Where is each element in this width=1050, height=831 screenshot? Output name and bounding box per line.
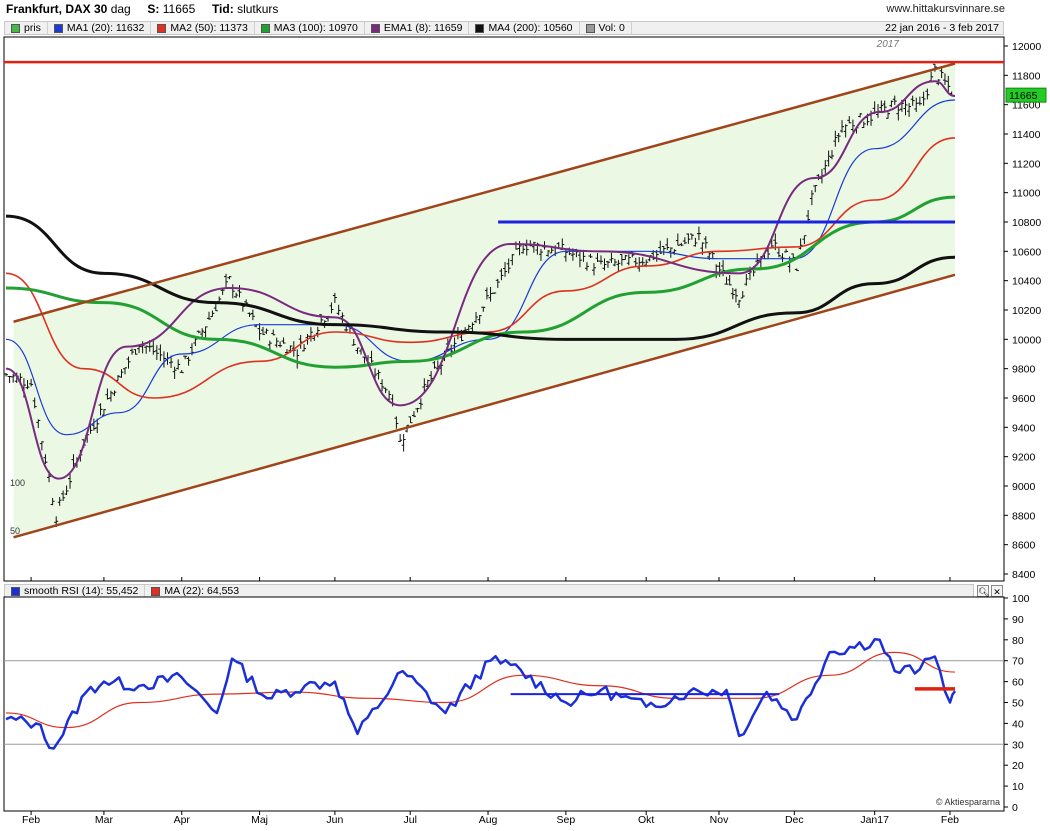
- price-tick-label: 11000: [1012, 188, 1041, 200]
- legend-label: MA1 (20): 11632: [66, 22, 145, 34]
- period-label: dag: [110, 2, 131, 16]
- x-tick-label: Feb: [22, 814, 40, 826]
- close-icon[interactable]: ✕: [991, 585, 1003, 597]
- legend-swatch: [370, 23, 380, 33]
- rsi-pane: [3, 596, 1005, 812]
- rsi-legend-item: smooth RSI (14): 55,452: [5, 585, 146, 597]
- rsi-tick-label: 50: [1012, 698, 1024, 710]
- price-tick-label: 8800: [1012, 510, 1036, 522]
- rsi-tick-label: 40: [1012, 718, 1024, 730]
- date-range: 22 jan 2016 - 3 feb 2017: [885, 22, 999, 34]
- x-tick-label: Nov: [710, 814, 729, 826]
- rsi-tick-label: 60: [1012, 677, 1024, 689]
- time-label: Tid:: [211, 2, 234, 16]
- price-legend-item: MA1 (20): 11632: [48, 22, 152, 34]
- legend-swatch: [157, 23, 167, 33]
- site-url[interactable]: www.hittakursvinnare.se: [886, 3, 1005, 15]
- ma100-line: [5, 195, 956, 369]
- year-marker: 2017: [876, 39, 900, 50]
- price-tick-label: 11200: [1012, 158, 1041, 170]
- rsi-tick-label: 10: [1012, 781, 1024, 793]
- price-legend-item: MA3 (100): 10970: [255, 22, 365, 34]
- ma50-line: [5, 137, 956, 399]
- lower-trend-line: [13, 273, 956, 539]
- rsi-tick-label: 70: [1012, 656, 1024, 668]
- x-tick-label: Apr: [174, 814, 191, 826]
- legend-label: pris: [24, 22, 41, 34]
- price-tick-label: 10800: [1012, 217, 1041, 229]
- rsi-tick-label: 0: [1012, 802, 1018, 814]
- rsi-legend-item: MA (22): 64,553: [145, 585, 245, 597]
- last-price-tag-label: 11665: [1009, 90, 1038, 102]
- price-tick-label: 9800: [1012, 364, 1036, 376]
- trend-channel-fill: [13, 63, 956, 538]
- rsi-tick-label: 30: [1012, 739, 1024, 751]
- chart-header: Frankfurt, DAX 30 dag S: 11665 Tid: slut…: [6, 2, 278, 16]
- volume-tick-label: 100: [10, 478, 25, 488]
- x-tick-label: Dec: [785, 814, 804, 826]
- volume-tick-label: 50: [10, 526, 20, 536]
- last-price-tag: [1005, 87, 1047, 103]
- x-tick-label: Mar: [95, 814, 114, 826]
- price-tick-label: 11600: [1012, 100, 1041, 112]
- last-price-label: S:: [147, 2, 160, 16]
- price-legend-item: pris: [5, 22, 48, 34]
- x-tick-label: Jan17: [860, 814, 889, 826]
- price-legend-item: EMA1 (8): 11659: [365, 22, 470, 34]
- legend-label: Vol: 0: [598, 22, 625, 34]
- price-legend-item: MA4 (200): 10560: [469, 22, 580, 34]
- x-tick-label: Sep: [557, 814, 576, 826]
- rsi-tick-label: 90: [1012, 614, 1024, 626]
- price-tick-label: 9000: [1012, 481, 1036, 493]
- x-tick-label: Jul: [403, 814, 416, 826]
- legend-swatch: [53, 23, 63, 33]
- ema8-line: [5, 80, 956, 480]
- legend-swatch: [585, 23, 595, 33]
- legend-label: EMA1 (8): 11659: [383, 22, 463, 34]
- x-tick-label: Okt: [638, 814, 654, 826]
- legend-swatch: [11, 586, 20, 596]
- instrument-title: Frankfurt, DAX 30: [6, 2, 108, 16]
- price-legend-item: Vol: 0: [580, 22, 632, 34]
- last-price-value: 11665: [162, 2, 196, 16]
- legend-label: MA4 (200): 10560: [488, 22, 573, 34]
- legend-swatch: [260, 23, 270, 33]
- price-tick-label: 11400: [1012, 129, 1041, 141]
- price-tick-label: 9600: [1012, 393, 1036, 405]
- legend-label: MA2 (50): 11373: [170, 22, 248, 34]
- price-legend-item: MA2 (50): 11373: [151, 22, 255, 34]
- price-legend: pris MA1 (20): 11632 MA2 (50): 11373 MA3 (1…: [4, 21, 1004, 35]
- legend-swatch: [151, 586, 161, 596]
- price-tick-label: 8400: [1012, 569, 1036, 581]
- legend-swatch: [475, 23, 485, 33]
- rsi-tick-label: 20: [1012, 760, 1024, 772]
- rsi-tick-label: 100: [1012, 593, 1030, 605]
- x-tick-label: Feb: [941, 814, 959, 826]
- legend-label: smooth RSI (14): 55,452: [24, 585, 139, 597]
- price-tick-label: 10000: [1012, 334, 1041, 346]
- x-tick-label: Maj: [251, 814, 268, 826]
- legend-label: MA (22): 64,553: [164, 585, 240, 597]
- legend-label: MA3 (100): 10970: [273, 22, 358, 34]
- price-tick-label: 11800: [1012, 70, 1041, 82]
- upper-trend-line: [13, 62, 956, 323]
- price-tick-label: 9200: [1012, 452, 1036, 464]
- rsi-ma-line: [5, 651, 956, 729]
- price-tick-label: 9400: [1012, 422, 1036, 434]
- time-value: slutkurs: [237, 2, 279, 16]
- price-tick-label: 10400: [1012, 276, 1041, 288]
- watermark: © Aktiespararna: [936, 797, 1000, 807]
- x-tick-label: Aug: [479, 814, 498, 826]
- legend-swatch: [11, 23, 20, 33]
- price-tick-label: 10600: [1012, 246, 1041, 258]
- price-tick-label: 10200: [1012, 305, 1041, 317]
- rsi-tick-label: 80: [1012, 635, 1024, 647]
- x-tick-label: Jun: [326, 814, 343, 826]
- rsi-line: [5, 638, 957, 750]
- price-tick-label: 12000: [1012, 41, 1041, 53]
- ma20-line: [5, 99, 956, 436]
- price-tick-label: 8600: [1012, 540, 1036, 552]
